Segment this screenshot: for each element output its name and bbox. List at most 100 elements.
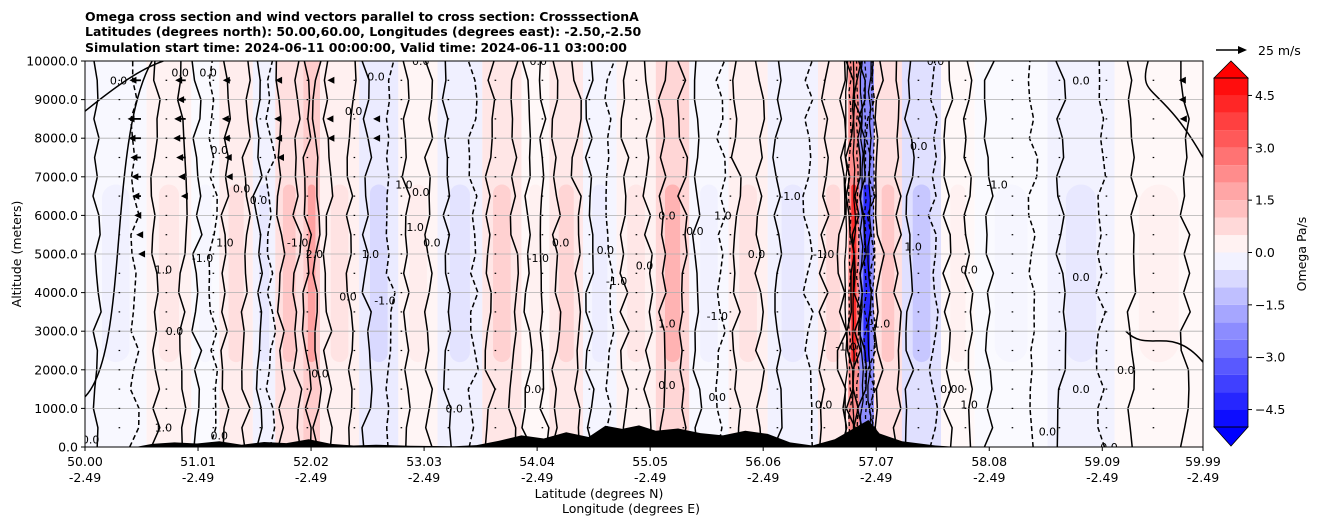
wind-vector-small: [306, 156, 309, 159]
wind-vector-small: [400, 156, 403, 159]
contour-label: 0.0: [166, 325, 184, 338]
wind-vector-small: [400, 407, 403, 409]
wind-vector-small: [1058, 195, 1061, 197]
wind-vector-small: [353, 156, 356, 159]
wind-vector-small: [635, 156, 638, 159]
wind-vector-head: [1179, 115, 1187, 123]
wind-vector-small: [1105, 234, 1108, 236]
wind-vector-small: [682, 99, 685, 101]
wind-vector-small: [541, 137, 544, 139]
wind-vector-small: [259, 118, 262, 120]
wind-vector-small: [306, 99, 309, 101]
wind-vector-small: [588, 156, 591, 159]
wind-vector-small: [212, 195, 215, 197]
wind-vector-small: [400, 330, 403, 332]
omega-core: [493, 184, 511, 363]
contour-line: [265, 61, 277, 447]
wind-vector-small: [870, 137, 873, 139]
wind-vector-small: [353, 292, 356, 294]
wind-vector-small: [1011, 253, 1014, 255]
contour-label: 0.0: [552, 236, 570, 249]
y-tick-label: 4000.0: [34, 285, 78, 300]
wind-vector-small: [1011, 137, 1014, 139]
wind-vector-small: [1105, 272, 1108, 274]
wind-vector-small: [1058, 272, 1061, 274]
wind-vector-small: [165, 156, 168, 159]
contour-label: -1.0: [707, 310, 728, 323]
colorbar-level: [1214, 304, 1248, 323]
wind-vector-small: [259, 253, 262, 255]
wind-vector-small: [588, 272, 591, 274]
x-tick-label-lon: -2.49: [860, 470, 892, 485]
contour-line: [208, 61, 219, 447]
wind-vector-small: [588, 388, 591, 390]
colorbar-level: [1214, 78, 1248, 96]
wind-vector-head: [1178, 76, 1186, 84]
wind-vector-head: [136, 231, 144, 239]
wind-vector-small: [635, 272, 638, 274]
contour-line: [865, 61, 877, 447]
wind-vector-small: [494, 118, 497, 120]
wind-vector-small: [870, 176, 873, 178]
wind-vector-small: [447, 156, 450, 159]
contour-line-dense: [855, 61, 861, 447]
wind-vector-small: [1105, 195, 1108, 197]
wind-vector-small: [259, 234, 262, 236]
wind-vector-small: [1011, 195, 1014, 197]
wind-vector-small: [165, 311, 168, 313]
wind-vector-small: [212, 137, 215, 139]
omega-core: [739, 184, 757, 363]
y-axis-ticks: 0.0 1000.0 2000.0 3000.0 4000.0 5000.0 6000.0 7…: [26, 54, 85, 455]
wind-vector-small: [306, 292, 309, 294]
wind-vector-small: [1152, 79, 1155, 81]
wind-vector-head: [327, 134, 335, 142]
wind-vector-small: [165, 272, 168, 274]
wind-vector-small: [494, 176, 497, 178]
wind-vector-small: [212, 214, 215, 216]
wind-vector-small: [682, 156, 685, 159]
contour-label: 0.0: [748, 248, 766, 261]
wind-vector-small: [118, 137, 121, 139]
wind-vector-small: [1152, 330, 1155, 332]
wind-vector-small: [635, 79, 638, 81]
chart-title-line-2: Latitudes (degrees north): 50.00,60.00, …: [85, 24, 642, 39]
wind-vector-head: [131, 173, 139, 181]
wind-vector-small: [964, 214, 967, 216]
wind-vector-small: [118, 272, 121, 274]
wind-vector-small: [964, 369, 967, 371]
contour-label: 1.0: [155, 422, 173, 435]
wind-vector-small: [776, 369, 779, 371]
wind-vector-head: [326, 115, 334, 123]
contour-label: 0.0: [597, 244, 615, 257]
wind-vector-small: [776, 99, 779, 101]
wind-vector-small: [1058, 349, 1061, 352]
wind-vector-small: [917, 195, 920, 197]
contour-label: 0.0: [211, 144, 229, 157]
wind-vector-small: [1011, 234, 1014, 236]
wind-vector-small: [353, 349, 356, 352]
y-tick-label: 5000.0: [34, 247, 78, 262]
wind-vector-small: [917, 234, 920, 236]
wind-vector-small: [635, 118, 638, 120]
wind-vector-small: [259, 407, 262, 409]
contour-label: -1.0: [835, 341, 856, 354]
wind-vector-small: [259, 214, 262, 216]
wind-vector-small: [541, 234, 544, 236]
wind-vector-small: [1105, 79, 1108, 81]
wind-vector-small: [1058, 311, 1061, 313]
wind-vector-small: [917, 311, 920, 313]
wind-vector-head: [277, 154, 285, 161]
wind-vector-small: [588, 311, 591, 313]
wind-vector-small: [682, 195, 685, 197]
wind-vector-small: [541, 427, 544, 429]
wind-vector-small: [212, 234, 215, 236]
wind-vector-small: [917, 272, 920, 274]
x-tick-label-lon: -2.49: [747, 470, 779, 485]
x-tick-label-lat: 54.04: [519, 454, 555, 469]
wind-vector-small: [1011, 407, 1014, 409]
wind-vector-small: [353, 272, 356, 274]
wind-vector-small: [306, 427, 309, 429]
wind-vector-small: [165, 253, 168, 255]
wind-vector-small: [1011, 79, 1014, 81]
